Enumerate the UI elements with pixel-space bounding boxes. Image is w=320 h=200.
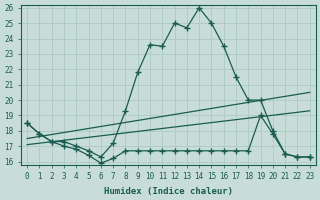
X-axis label: Humidex (Indice chaleur): Humidex (Indice chaleur) — [104, 187, 233, 196]
